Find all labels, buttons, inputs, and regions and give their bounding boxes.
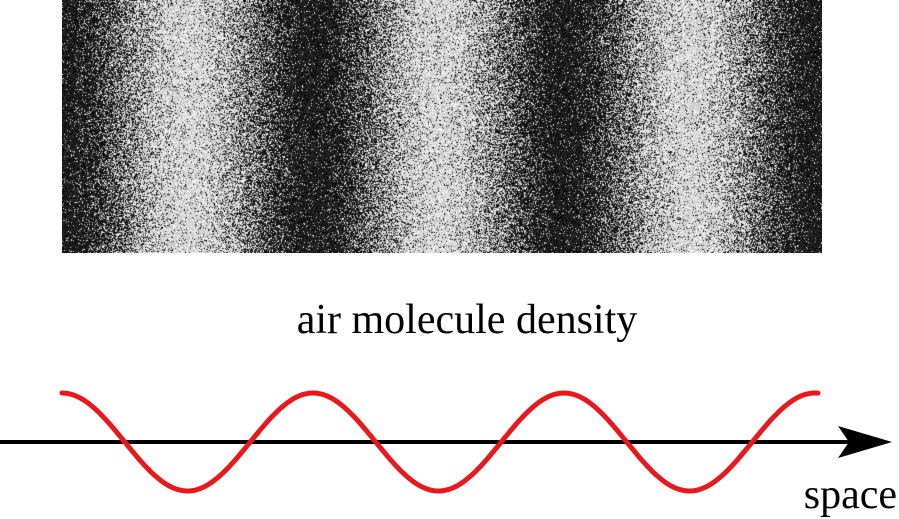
space-axis-label: space (804, 474, 897, 516)
wave-axis-figure (0, 0, 899, 519)
